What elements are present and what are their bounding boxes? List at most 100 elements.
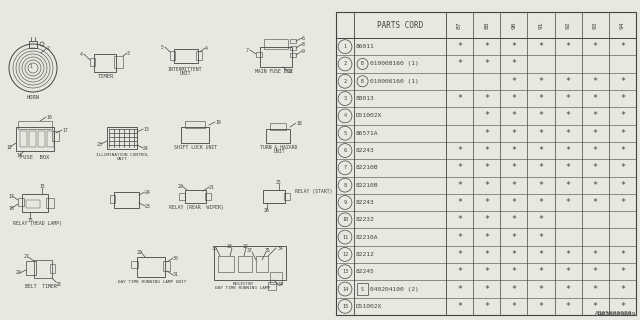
Text: 30: 30 bbox=[173, 255, 179, 260]
Text: 34: 34 bbox=[278, 282, 284, 286]
Text: 88: 88 bbox=[484, 21, 489, 29]
Text: *: * bbox=[566, 250, 571, 259]
Text: 9: 9 bbox=[302, 49, 305, 53]
Text: *: * bbox=[511, 233, 516, 242]
Text: *: * bbox=[620, 146, 625, 155]
Text: *: * bbox=[484, 302, 489, 311]
Text: 35: 35 bbox=[265, 247, 271, 252]
Text: UNIT: UNIT bbox=[273, 148, 285, 154]
Text: 24: 24 bbox=[145, 189, 151, 195]
Text: 93: 93 bbox=[593, 21, 598, 29]
Text: *: * bbox=[457, 233, 462, 242]
Text: 13: 13 bbox=[143, 126, 148, 132]
Text: 17: 17 bbox=[62, 127, 68, 132]
Text: 82245: 82245 bbox=[356, 269, 375, 274]
Text: *: * bbox=[620, 163, 625, 172]
Text: *: * bbox=[511, 111, 516, 120]
Text: 36: 36 bbox=[212, 245, 218, 251]
Text: *: * bbox=[620, 77, 625, 86]
Text: 3: 3 bbox=[344, 96, 347, 101]
Text: UNIT: UNIT bbox=[116, 157, 127, 161]
Text: 26: 26 bbox=[264, 209, 270, 213]
Text: 15: 15 bbox=[27, 219, 33, 223]
Text: 4: 4 bbox=[80, 52, 83, 57]
Text: *: * bbox=[593, 146, 598, 155]
Text: *: * bbox=[484, 129, 489, 138]
Text: *: * bbox=[457, 181, 462, 190]
Text: *: * bbox=[620, 129, 625, 138]
Text: 16: 16 bbox=[8, 205, 13, 211]
Text: 24: 24 bbox=[143, 146, 148, 150]
Text: *: * bbox=[511, 250, 516, 259]
Text: *: * bbox=[566, 129, 571, 138]
Text: TURN & HAZARD: TURN & HAZARD bbox=[260, 145, 298, 149]
Text: B: B bbox=[361, 79, 364, 84]
Text: *: * bbox=[457, 215, 462, 224]
Text: *: * bbox=[511, 215, 516, 224]
Text: 2: 2 bbox=[47, 45, 50, 51]
Text: *: * bbox=[593, 284, 598, 293]
Text: UNIT: UNIT bbox=[179, 70, 191, 76]
Text: 14: 14 bbox=[16, 153, 22, 157]
Text: *: * bbox=[538, 181, 543, 190]
Text: *: * bbox=[484, 163, 489, 172]
Text: *: * bbox=[484, 42, 489, 51]
Text: *: * bbox=[511, 146, 516, 155]
Text: 86571A: 86571A bbox=[356, 131, 378, 136]
Text: 20: 20 bbox=[178, 183, 184, 188]
Text: *: * bbox=[457, 163, 462, 172]
Text: 18: 18 bbox=[296, 121, 301, 125]
Text: MAIN FUSE BOX: MAIN FUSE BOX bbox=[255, 68, 292, 74]
Text: 7: 7 bbox=[344, 165, 347, 170]
Text: *: * bbox=[620, 267, 625, 276]
Text: *: * bbox=[566, 111, 571, 120]
Text: *: * bbox=[484, 233, 489, 242]
Text: 22: 22 bbox=[288, 68, 294, 74]
Text: *: * bbox=[566, 181, 571, 190]
Text: 31: 31 bbox=[173, 273, 179, 277]
Text: *: * bbox=[593, 250, 598, 259]
Text: PARTS CORD: PARTS CORD bbox=[377, 20, 423, 29]
Text: *: * bbox=[538, 111, 543, 120]
Text: 4: 4 bbox=[205, 45, 208, 51]
Text: 5: 5 bbox=[344, 131, 347, 136]
Text: *: * bbox=[620, 198, 625, 207]
Text: 82243: 82243 bbox=[356, 200, 375, 205]
Text: 92: 92 bbox=[566, 21, 571, 29]
Text: *: * bbox=[566, 94, 571, 103]
Text: 33: 33 bbox=[227, 244, 233, 249]
Text: AB35000089: AB35000089 bbox=[595, 311, 632, 316]
Text: DAY TIME RUNNING LAMP: DAY TIME RUNNING LAMP bbox=[216, 286, 271, 290]
Text: 5: 5 bbox=[161, 44, 164, 50]
Text: 6: 6 bbox=[302, 36, 305, 41]
Text: *: * bbox=[511, 42, 516, 51]
Text: ILLUMINATION CONTROL: ILLUMINATION CONTROL bbox=[96, 153, 148, 157]
Text: 12: 12 bbox=[6, 145, 12, 149]
Text: *: * bbox=[566, 77, 571, 86]
Text: *: * bbox=[511, 284, 516, 293]
Text: *: * bbox=[457, 198, 462, 207]
Text: 82232: 82232 bbox=[356, 217, 375, 222]
Text: *: * bbox=[457, 302, 462, 311]
Text: *: * bbox=[593, 129, 598, 138]
Text: INTERMITTENT: INTERMITTENT bbox=[168, 67, 202, 71]
Text: *: * bbox=[484, 198, 489, 207]
Text: *: * bbox=[457, 146, 462, 155]
Text: 11: 11 bbox=[342, 235, 348, 240]
Text: *: * bbox=[566, 267, 571, 276]
Text: 82210B: 82210B bbox=[356, 183, 378, 188]
Text: RELAY (START): RELAY (START) bbox=[295, 188, 332, 194]
Text: 2: 2 bbox=[344, 79, 347, 84]
Text: 8: 8 bbox=[302, 42, 305, 46]
Text: RELAY (HEAD LAMP): RELAY (HEAD LAMP) bbox=[13, 221, 61, 227]
Text: *: * bbox=[593, 267, 598, 276]
Text: *: * bbox=[484, 146, 489, 155]
Text: 86011: 86011 bbox=[356, 44, 375, 49]
Text: *: * bbox=[620, 94, 625, 103]
Text: *: * bbox=[593, 198, 598, 207]
Text: 29: 29 bbox=[16, 270, 22, 276]
Text: 4: 4 bbox=[344, 113, 347, 118]
Text: 94: 94 bbox=[620, 21, 625, 29]
Text: *: * bbox=[566, 42, 571, 51]
Text: 6: 6 bbox=[344, 148, 347, 153]
